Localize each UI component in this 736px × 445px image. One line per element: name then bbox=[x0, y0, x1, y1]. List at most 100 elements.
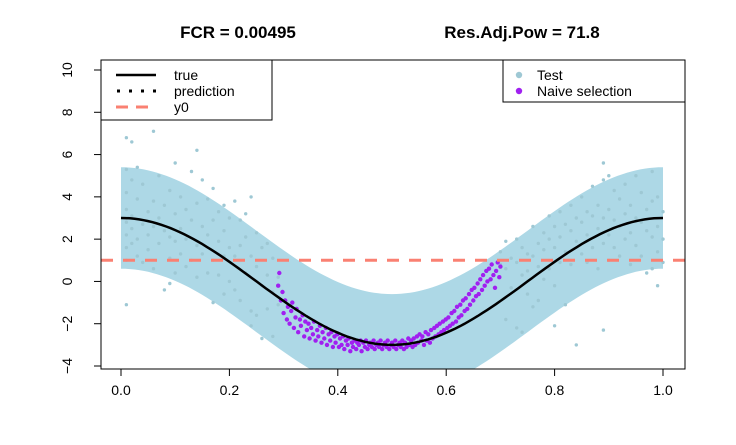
test-point bbox=[141, 182, 145, 186]
test-point bbox=[146, 210, 150, 214]
test-point bbox=[590, 214, 595, 218]
test-point bbox=[157, 216, 161, 220]
naive-selection-point bbox=[387, 346, 392, 352]
naive-selection-point bbox=[315, 327, 320, 333]
test-point bbox=[590, 184, 595, 188]
naive-selection-point bbox=[466, 291, 472, 297]
test-point bbox=[601, 178, 606, 182]
test-point bbox=[590, 245, 595, 250]
test-point bbox=[542, 231, 546, 235]
naive-selection-point bbox=[421, 342, 427, 348]
naive-selection-point bbox=[486, 266, 492, 271]
test-point bbox=[650, 267, 654, 271]
test-point bbox=[569, 229, 573, 233]
y-tick-label: 10 bbox=[59, 62, 75, 78]
naive-selection-point bbox=[427, 340, 433, 345]
test-point bbox=[254, 264, 259, 269]
naive-selection-point bbox=[450, 321, 455, 326]
test-point bbox=[249, 324, 253, 328]
test-point bbox=[601, 328, 606, 332]
test-point bbox=[552, 284, 557, 288]
test-point bbox=[601, 216, 606, 220]
legend-lines: true prediction y0 bbox=[100, 59, 273, 121]
test-point bbox=[135, 237, 139, 241]
test-point bbox=[130, 226, 134, 231]
test-point bbox=[135, 197, 139, 201]
test-point bbox=[276, 303, 280, 307]
test-point bbox=[124, 245, 129, 250]
test-point bbox=[168, 281, 172, 286]
x-tick-label: 0.2 bbox=[220, 382, 240, 398]
y-tick-label: 8 bbox=[59, 108, 75, 116]
naive-selection-point bbox=[293, 315, 298, 320]
naive-selection-point bbox=[319, 340, 324, 345]
test-point bbox=[520, 330, 524, 334]
chart-title-fcr: FCR = 0.00495 bbox=[180, 23, 296, 42]
test-point bbox=[151, 129, 156, 133]
legend-naive-label: Naive selection bbox=[537, 83, 632, 99]
test-point bbox=[536, 241, 540, 246]
naive-selection-point bbox=[467, 302, 473, 307]
naive-selection-point bbox=[476, 291, 481, 297]
test-point bbox=[515, 237, 519, 241]
test-point bbox=[135, 254, 139, 258]
test-point bbox=[195, 201, 199, 205]
test-point bbox=[124, 167, 129, 172]
naive-selection-point bbox=[281, 310, 286, 316]
test-point bbox=[124, 303, 129, 307]
naive-selection-point bbox=[498, 264, 503, 269]
test-point bbox=[189, 218, 194, 222]
test-point bbox=[200, 252, 204, 256]
test-point bbox=[173, 161, 177, 165]
test-point bbox=[607, 207, 611, 212]
test-point bbox=[244, 235, 248, 239]
test-point bbox=[265, 307, 269, 311]
y-tick-label: 4 bbox=[59, 193, 75, 201]
test-point bbox=[130, 178, 134, 182]
test-point bbox=[617, 197, 622, 201]
test-point bbox=[249, 254, 253, 258]
test-point bbox=[173, 212, 177, 216]
test-point bbox=[124, 220, 129, 224]
test-point bbox=[211, 300, 215, 305]
test-point bbox=[542, 277, 546, 281]
naive-selection-point bbox=[354, 346, 359, 352]
naive-selection-point bbox=[378, 338, 383, 343]
test-point bbox=[628, 203, 633, 207]
naive-selection-point bbox=[420, 334, 425, 339]
test-point bbox=[623, 237, 627, 241]
test-point bbox=[157, 174, 161, 178]
test-point bbox=[645, 207, 649, 212]
test-point bbox=[141, 222, 145, 226]
test-point bbox=[628, 231, 633, 235]
test-point bbox=[151, 224, 156, 229]
test-point bbox=[623, 182, 627, 186]
test-point bbox=[162, 229, 167, 233]
test-point bbox=[612, 245, 616, 250]
legend-prediction-label: prediction bbox=[174, 83, 235, 99]
test-point bbox=[206, 233, 210, 237]
test-point bbox=[195, 275, 199, 279]
legend-points: Test Naive selection bbox=[502, 59, 686, 103]
test-point bbox=[525, 269, 530, 273]
naive-selection-point bbox=[365, 346, 370, 352]
test-point bbox=[244, 212, 248, 216]
test-point bbox=[509, 256, 513, 260]
legend-points-box bbox=[502, 59, 686, 103]
test-point bbox=[206, 271, 210, 275]
test-point bbox=[596, 267, 600, 271]
test-point bbox=[585, 210, 589, 214]
x-tick-label: 0.4 bbox=[328, 382, 348, 398]
test-point bbox=[525, 252, 530, 256]
test-point bbox=[569, 203, 573, 207]
test-point bbox=[178, 252, 183, 256]
y-tick-label: 2 bbox=[59, 235, 75, 243]
naive-selection-point bbox=[446, 315, 451, 320]
test-point bbox=[547, 214, 551, 218]
test-point bbox=[531, 224, 535, 229]
test-point bbox=[580, 252, 584, 256]
test-point bbox=[130, 140, 134, 144]
naive-selection-point bbox=[482, 283, 487, 288]
chart-title-power: Res.Adj.Pow = 71.8 bbox=[444, 23, 599, 42]
test-point bbox=[216, 273, 221, 277]
